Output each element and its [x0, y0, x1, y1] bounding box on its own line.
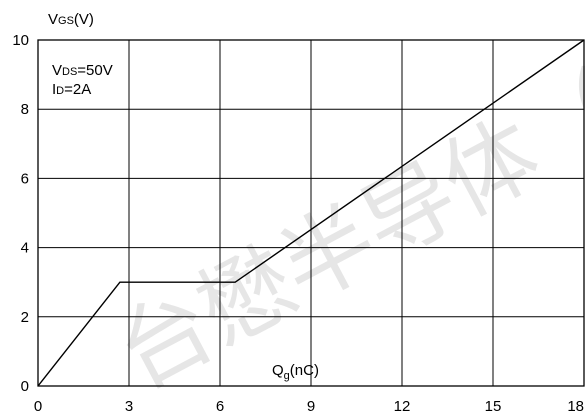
- series-layer: [37, 39, 585, 387]
- x-tick-label: 15: [485, 398, 502, 415]
- y-axis-label: VGS(V): [48, 11, 94, 28]
- y-tick-labels: 0 2 4 6 8 10: [12, 32, 29, 395]
- y-tick-label: 6: [21, 170, 29, 187]
- y-tick-label: 8: [21, 101, 29, 118]
- x-tick-label: 6: [216, 398, 224, 415]
- x-tick-label: 3: [125, 398, 133, 415]
- y-tick-label: 10: [12, 32, 29, 49]
- annotation-vds: VDS=50V: [52, 62, 113, 79]
- series-line-0: [37, 39, 585, 387]
- annotation-id: ID=2A: [52, 81, 91, 98]
- y-tick-label: 2: [21, 309, 29, 326]
- x-tick-label: 18: [567, 398, 584, 415]
- x-axis-label: Qg(nC): [272, 362, 319, 382]
- x-tick-label: 9: [307, 398, 315, 415]
- y-tick-label: 0: [21, 378, 29, 395]
- y-tick-label: 4: [21, 240, 29, 257]
- x-tick-labels: 0 3 6 9 12 15 18: [34, 398, 584, 415]
- x-tick-label: 12: [394, 398, 411, 415]
- x-tick-label: 0: [34, 398, 42, 415]
- plot-frame: [37, 39, 585, 387]
